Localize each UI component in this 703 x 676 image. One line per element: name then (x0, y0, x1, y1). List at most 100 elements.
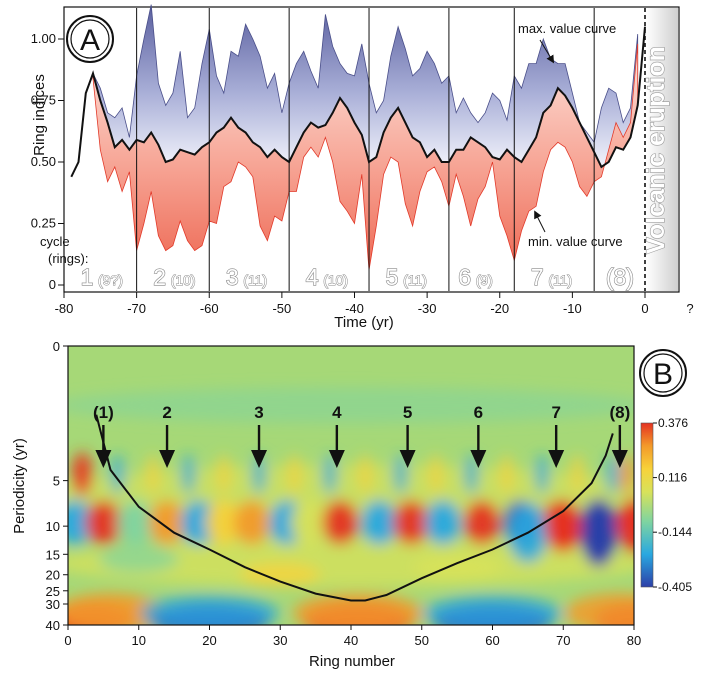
wavelet-blob (463, 500, 500, 545)
y-tick-label-b: 30 (46, 597, 60, 612)
cycle-arrow: 7 (548, 403, 565, 468)
x-tick-label-b: 10 (132, 633, 146, 648)
y-tick-label-b: 20 (46, 568, 60, 583)
cycle-arrow-head (95, 450, 112, 468)
cycle-number: 5 (386, 264, 399, 290)
cycle-arrow-head (548, 450, 565, 468)
wavelet-blob (358, 454, 373, 495)
x-tick-label-a: -30 (418, 301, 437, 316)
cycle-number: 7 (531, 264, 544, 290)
cone-of-influence (95, 414, 614, 602)
y-tick-label-a: 0.50 (31, 154, 56, 169)
cycle-arrow-label: 7 (551, 403, 560, 422)
cycle-arrows: (1) 2 3 4 5 6 7 (8) (93, 403, 630, 468)
x-tick-label-b: 20 (202, 633, 216, 648)
cycle-arrow-label: 2 (162, 403, 171, 422)
wavelet-blob (322, 454, 337, 495)
x-tick-label-a: -80 (55, 301, 74, 316)
wavelet-blob (68, 539, 634, 588)
wavelet-blob (535, 454, 550, 495)
y-tick-label-b: 15 (46, 547, 60, 562)
colorbar-tick-label: -0.144 (658, 525, 692, 539)
cycle-ring-count: (10) (323, 272, 348, 288)
cycle-arrow-label: (1) (93, 403, 114, 422)
wavelet-blob (580, 498, 617, 567)
cycle-labels: 1 (9?) 2 (10) 3 (11) 4 (10) 5 (11) 6 (9) 7 (11) (8) (80, 263, 635, 290)
wavelet-blob (68, 500, 94, 545)
x-tick-label-a: -70 (127, 301, 146, 316)
panel-b: (1) 2 3 4 5 6 7 (8) 0 10 20 30 40 50 60 70 800510152025… (11, 339, 692, 670)
mean-curve (70, 26, 646, 178)
y-tick-label-b: 10 (46, 519, 60, 534)
cycle-boundaries (136, 8, 595, 291)
x-tick-label-a: -40 (345, 301, 364, 316)
cycle-arrow: (1) (93, 403, 114, 468)
cycle-arrow-head (470, 450, 487, 468)
cycle-arrow: 4 (328, 403, 345, 468)
colorbar-tick-label: -0.405 (658, 580, 692, 594)
cycle-number: (8) (606, 264, 634, 290)
cycle-arrow-head (159, 450, 176, 468)
wavelet-blob (139, 595, 280, 625)
wavelet-blob (293, 593, 424, 625)
cycle-arrow-label: (8) (609, 403, 630, 422)
y-tick-label-a: 1.00 (31, 31, 56, 46)
cycle-arrow-head (399, 450, 416, 468)
x-tick-label-a: 0 (641, 301, 648, 316)
wavelet-blob (618, 454, 634, 495)
wavelet-blob (287, 454, 302, 495)
x-tick-label-b: 0 (64, 633, 71, 648)
volcanic-eruption-label: Volcanic eruption (642, 46, 670, 254)
x-tick-label-a: ? (686, 301, 693, 316)
max-curve-annotation: max. value curve (518, 21, 616, 36)
colorbar-ticks: 0.376 0.116 -0.144 -0.405 (653, 416, 692, 594)
y-tick-label-a: 0.75 (31, 93, 56, 108)
cycle-arrow: (8) (609, 403, 630, 468)
wavelet-blob (422, 595, 563, 625)
y-tick-label-b: 0 (53, 339, 60, 354)
wavelet-blob (149, 500, 186, 545)
panel-a: -80 -70 -60 -50 -40 -30 -20 -10 0 ? 0 0.25 0.50 0.75 1… (31, 4, 694, 331)
cycle-arrow-head (611, 450, 628, 468)
wavelet-blob (252, 454, 267, 495)
wavelet-blob (499, 454, 514, 495)
panel-a-letter: A (80, 24, 100, 57)
x-tick-label-b: 30 (273, 633, 287, 648)
cycle-ring-count: (11) (403, 272, 427, 288)
wavelet-blob (393, 500, 430, 545)
wavelet-blob (424, 500, 461, 545)
panel-b-letter: B (653, 358, 673, 391)
wavelet-blob (233, 500, 270, 545)
cycle-rings-label: cycle (rings): (40, 234, 88, 266)
max-curve-pointer (539, 39, 555, 64)
y-tick-label-b: 25 (46, 584, 60, 599)
x-tick-label-a: -20 (490, 301, 509, 316)
cycle-ring-count: (10) (171, 272, 196, 288)
cycle-ring-count: (11) (548, 272, 572, 288)
wavelet-blob (570, 454, 585, 495)
cycle-arrow: 2 (159, 403, 176, 468)
panel-a-badge: A (66, 15, 114, 63)
wavelet-blob (72, 452, 93, 497)
cycle-arrow-head (328, 450, 345, 468)
y-axis-label-a: Ring indices (31, 74, 48, 156)
x-tick-label-b: 40 (344, 633, 358, 648)
x-tick-label-b: 80 (627, 633, 641, 648)
min-curve-annotation: min. value curve (528, 234, 623, 249)
cycle-arrow-head (251, 450, 268, 468)
wavelet-blob (361, 500, 398, 545)
eruption-shading (646, 8, 678, 291)
cycle-number: 6 (458, 264, 471, 290)
wavelet-blob (68, 593, 166, 625)
x-tick-label-a: -50 (272, 301, 291, 316)
wavelet-blob (98, 544, 179, 573)
cycle-number: 4 (306, 264, 319, 290)
x-tick-label-a: -60 (200, 301, 219, 316)
wavelet-blob (620, 498, 634, 555)
cycle-arrow-label: 4 (332, 403, 342, 422)
y-tick-label-a: 0 (49, 277, 56, 292)
y-tick-label-b: 40 (46, 618, 60, 633)
x-tick-label-a: -10 (563, 301, 582, 316)
colorbar-tick-label: 0.116 (658, 471, 687, 485)
